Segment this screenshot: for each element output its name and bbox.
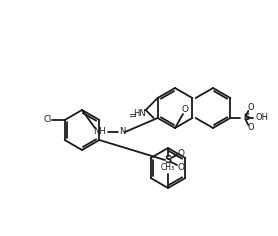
Text: NH: NH — [94, 127, 106, 136]
Text: HN: HN — [133, 110, 146, 118]
Text: CH₃: CH₃ — [161, 163, 175, 172]
Text: O: O — [177, 163, 185, 172]
Text: S: S — [243, 114, 250, 122]
Text: O: O — [247, 104, 254, 113]
Text: =: = — [128, 111, 137, 121]
Text: N: N — [119, 127, 125, 136]
Text: OH: OH — [255, 114, 268, 122]
Text: O: O — [247, 123, 254, 132]
Text: S: S — [165, 155, 172, 165]
Text: O: O — [177, 148, 185, 157]
Text: Cl: Cl — [44, 115, 52, 125]
Text: O: O — [182, 105, 188, 114]
